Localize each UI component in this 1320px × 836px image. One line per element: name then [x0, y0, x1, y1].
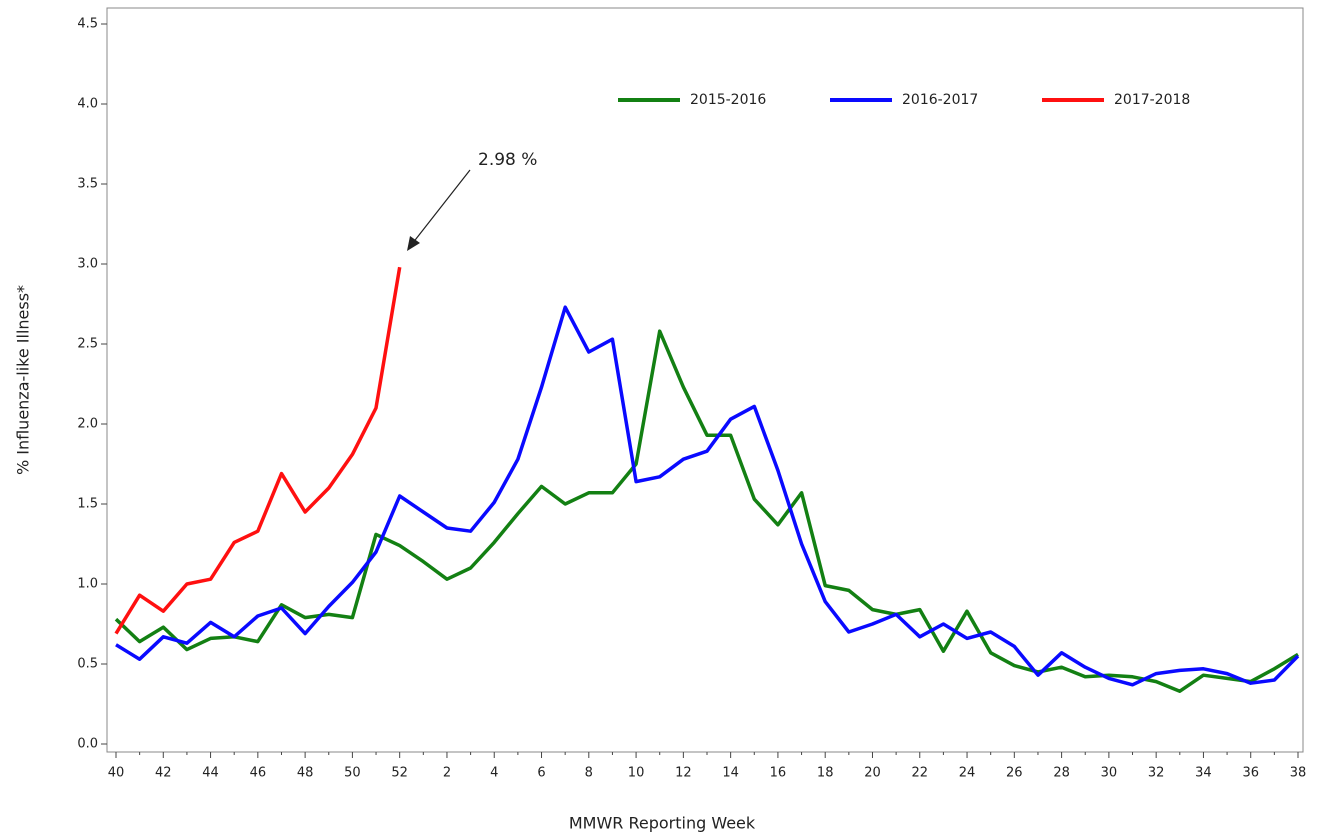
y-tick-label: 4.5	[77, 17, 98, 32]
x-tick-label: 4	[490, 766, 498, 781]
x-tick-label: 38	[1290, 766, 1307, 781]
x-tick-label: 46	[250, 766, 267, 781]
x-tick-label: 20	[864, 766, 881, 781]
x-tick-label: 26	[1006, 766, 1023, 781]
x-tick-label: 12	[675, 766, 692, 781]
x-tick-label: 18	[817, 766, 834, 781]
x-tick-label: 30	[1101, 766, 1118, 781]
legend-label: 2015-2016	[690, 92, 766, 108]
x-tick-label: 14	[722, 766, 739, 781]
annotation-arrow	[411, 169, 471, 245]
x-tick-label: 2	[443, 766, 451, 781]
x-axis-label: MMWR Reporting Week	[569, 814, 756, 833]
x-tick-label: 34	[1195, 766, 1212, 781]
annotation: 2.98 %	[478, 150, 537, 170]
y-tick-label: 2.5	[77, 337, 98, 352]
x-tick-label: 24	[959, 766, 976, 781]
plot-frame	[106, 7, 1304, 753]
x-tick-label: 52	[391, 766, 408, 781]
legend-label: 2017-2018	[1114, 92, 1190, 108]
x-tick-label: 32	[1148, 766, 1165, 781]
x-tick-label: 10	[628, 766, 645, 781]
y-tick-label: 3.5	[77, 177, 98, 192]
series-line	[114, 266, 402, 635]
y-tick-label: 4.0	[77, 97, 98, 112]
legend-label: 2016-2017	[902, 92, 978, 108]
y-axis-label: % Influenza-like Illness*	[14, 285, 33, 475]
y-tick-label: 2.0	[77, 417, 98, 432]
x-tick-label: 40	[108, 766, 125, 781]
arrow-head	[407, 236, 420, 251]
x-tick-label: 22	[911, 766, 928, 781]
x-tick-label: 28	[1053, 766, 1070, 781]
x-tick-label: 16	[770, 766, 787, 781]
x-tick-label: 42	[155, 766, 172, 781]
y-tick-label: 1.0	[77, 577, 98, 592]
x-tick-label: 48	[297, 766, 314, 781]
x-tick-label: 44	[202, 766, 219, 781]
y-tick-label: 0.5	[77, 657, 98, 672]
y-tick-label: 1.5	[77, 497, 98, 512]
x-tick-label: 50	[344, 766, 361, 781]
series-line	[115, 305, 1300, 687]
y-tick-label: 3.0	[77, 257, 98, 272]
y-tick-label: 0.0	[77, 737, 98, 752]
x-tick-label: 6	[537, 766, 545, 781]
x-tick-label: 36	[1242, 766, 1259, 781]
series-line	[114, 329, 1299, 693]
x-tick-label: 8	[585, 766, 593, 781]
